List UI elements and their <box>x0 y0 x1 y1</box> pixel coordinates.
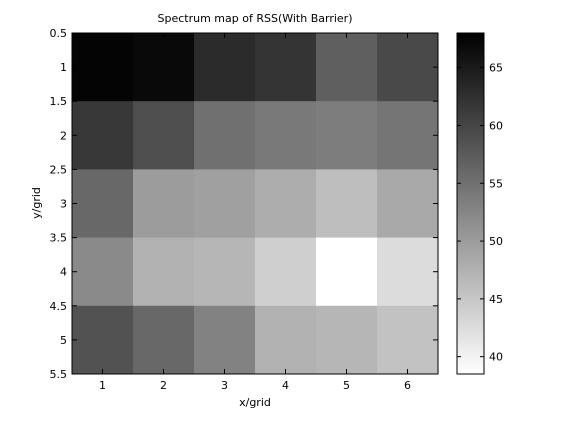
x-axis-title: x/grid <box>239 396 271 409</box>
y-tick-label: 2.5 <box>50 163 68 176</box>
y-tick-label: 3 <box>60 198 67 211</box>
heatmap-cell <box>133 169 195 239</box>
x-tick-label: 6 <box>404 379 411 392</box>
heatmap-cell <box>72 33 134 102</box>
colorbar-ticks: 40 45 50 55 60 65 <box>457 62 503 364</box>
x-tick-label: 2 <box>160 379 167 392</box>
heatmap-cell <box>72 101 134 170</box>
heatmap-cell <box>194 305 256 375</box>
y-tick-label: 5 <box>60 334 67 347</box>
colorbar-tick-label: 60 <box>489 119 503 132</box>
heatmap-cell <box>72 237 134 307</box>
heatmap-cell <box>194 101 256 170</box>
heatmap-cell <box>194 169 256 239</box>
x-tick-label: 3 <box>221 379 228 392</box>
y-tick-label: 1 <box>60 61 67 74</box>
heatmap-cell <box>377 237 439 307</box>
y-axis-ticks: 0.5 1 1.5 2 2.5 3 3.5 4 4.5 5 5.5 <box>50 27 438 381</box>
y-axis-title: y/grid <box>30 187 43 219</box>
colorbar <box>456 32 485 375</box>
heatmap-cell <box>377 101 439 170</box>
colorbar-tick-label: 40 <box>489 351 503 364</box>
heatmap-cell <box>377 33 439 102</box>
heatmap-cell <box>133 33 195 102</box>
y-tick-label: 5.5 <box>50 368 68 381</box>
x-axis-ticks: 1 2 3 4 5 6 <box>99 33 411 392</box>
heatmap-cell <box>255 101 317 170</box>
heatmap-cell <box>377 305 439 375</box>
colorbar-tick-label: 50 <box>489 235 503 248</box>
heatmap-cell <box>316 237 378 307</box>
heatmap-cell <box>255 169 317 239</box>
heatmap-cell <box>255 33 317 102</box>
heatmap-cell <box>316 169 378 239</box>
colorbar-tick-label: 55 <box>489 177 503 190</box>
heatmap-cell <box>194 237 256 307</box>
chart-title: Spectrum map of RSS(With Barrier) <box>158 12 353 25</box>
x-tick-label: 4 <box>282 379 289 392</box>
heatmap-cells <box>72 33 439 375</box>
y-tick-label: 3.5 <box>50 232 68 245</box>
y-tick-label: 4 <box>60 266 67 279</box>
y-tick-label: 1.5 <box>50 95 68 108</box>
heatmap-cell <box>316 305 378 375</box>
y-tick-label: 4.5 <box>50 300 68 313</box>
x-tick-label: 5 <box>343 379 350 392</box>
colorbar-tick-label: 45 <box>489 293 503 306</box>
heatmap-cell <box>133 237 195 307</box>
heatmap-cell <box>316 33 378 102</box>
colorbar-tick-label: 65 <box>489 62 503 75</box>
heatmap-cell <box>72 169 134 239</box>
heatmap-cell <box>255 237 317 307</box>
heatmap-cell <box>316 101 378 170</box>
heatmap-cell <box>133 101 195 170</box>
x-tick-label: 1 <box>99 379 106 392</box>
heatmap-cell <box>377 169 439 239</box>
y-tick-label: 2 <box>60 129 67 142</box>
heatmap-cell <box>194 33 256 102</box>
heatmap-cell <box>72 305 134 375</box>
y-tick-label: 0.5 <box>50 27 68 40</box>
heatmap-cell <box>133 305 195 375</box>
heatmap-cell <box>255 305 317 375</box>
